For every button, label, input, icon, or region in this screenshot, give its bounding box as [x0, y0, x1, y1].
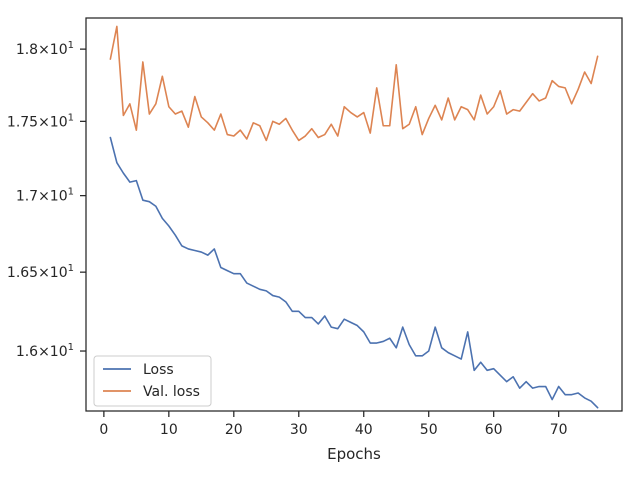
x-tick-label: 70 — [550, 422, 568, 438]
y-ticks: 1.6×101 1.65×101 1.7×101 1.75×101 1.8×101 — [7, 40, 86, 360]
legend-label-val-loss: Val. loss — [143, 384, 200, 400]
axes-frame — [85, 17, 623, 412]
y-tick-label: 1.6×101 — [16, 342, 74, 360]
x-tick-label: 20 — [225, 422, 243, 438]
x-tick-label: 0 — [99, 422, 108, 438]
x-ticks: 0 10 20 30 40 50 60 70 — [99, 411, 568, 438]
plot-area: 0 10 20 30 40 50 60 70 1.6×1011.65×1011.7×1011.… — [7, 17, 623, 438]
x-tick-label: 30 — [290, 422, 308, 438]
y-tick-label: 1.65×101 — [7, 263, 74, 281]
series-line-loss — [109, 136, 599, 409]
x-tick-label: 60 — [485, 422, 503, 438]
x-axis-label: Epochs — [327, 445, 381, 463]
y-tick-label: 1.7×101 — [16, 187, 74, 205]
y-tick-label: 1.8×101 — [16, 40, 74, 58]
series-line-val-loss — [109, 25, 599, 142]
y-tick-label: 1.75×101 — [7, 112, 74, 130]
x-tick-label: 10 — [160, 422, 178, 438]
legend-label-loss: Loss — [143, 362, 174, 378]
x-tick-label: 50 — [420, 422, 438, 438]
x-tick-label: 40 — [355, 422, 373, 438]
legend: Loss Val. loss — [93, 355, 212, 407]
series-lines — [109, 25, 599, 409]
